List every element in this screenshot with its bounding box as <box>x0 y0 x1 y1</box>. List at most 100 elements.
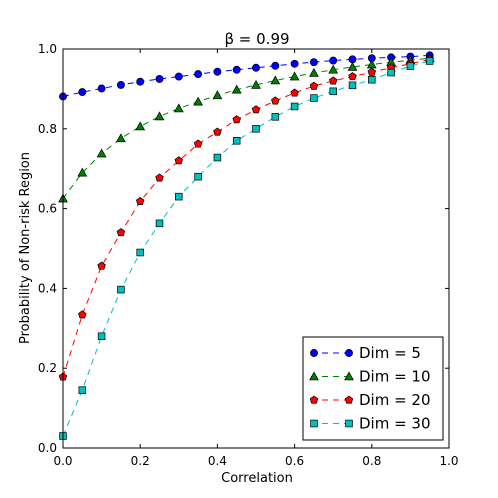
data-point-s3-6 <box>155 173 164 182</box>
data-point-s3-11 <box>251 105 261 114</box>
x-tick-label-3: 0.4 <box>208 454 227 468</box>
data-point-s2-16 <box>347 61 358 71</box>
data-point-s2-13 <box>289 71 300 81</box>
data-point-s2-14 <box>309 67 319 77</box>
data-point-s3-3 <box>97 261 106 270</box>
legend-label-2: Dim = 10 <box>359 368 431 386</box>
plot-area: 0.0 0.2 0.4 0.6 0.8 1.0 0.0 0.2 0.4 0.6 0.8 1.0 <box>38 42 459 468</box>
x-tick-label-4: 0.6 <box>285 454 304 468</box>
data-point-s3-12 <box>271 96 280 105</box>
data-point-s3-2 <box>78 310 87 319</box>
data-point-s4-11 <box>252 125 260 133</box>
data-point-s2-15 <box>328 64 339 74</box>
data-point-s4-10 <box>232 137 241 145</box>
y-tick-label-3: 0.4 <box>38 281 57 295</box>
data-point-s4-8 <box>194 172 202 181</box>
x-tick-label-2: 0.2 <box>131 454 150 468</box>
data-point-s2-17 <box>366 59 377 69</box>
data-point-s2-2 <box>77 167 88 177</box>
data-point-s4-6 <box>155 219 164 228</box>
legend-marker-end-3 <box>344 395 354 404</box>
data-point-s4-13 <box>290 102 299 111</box>
data-point-s1-5 <box>136 77 145 86</box>
series-line-1 <box>62 54 430 97</box>
data-point-s3-17 <box>367 67 377 76</box>
y-tick-label-1: 0.0 <box>38 441 57 455</box>
data-point-s1-4 <box>116 80 125 89</box>
legend-marker-start-2 <box>309 371 319 381</box>
y-tick-label-2: 0.2 <box>38 361 57 375</box>
data-point-s3-13 <box>290 88 299 97</box>
legend-label-3: Dim = 20 <box>359 391 431 409</box>
legend-marker-end-1 <box>345 349 353 357</box>
data-point-s3-7 <box>174 156 184 165</box>
data-point-s4-15 <box>329 87 337 96</box>
data-point-s3-4 <box>116 228 126 237</box>
data-point-s3-14 <box>309 81 319 90</box>
data-point-s1-2 <box>78 88 87 97</box>
legend-marker-end-2 <box>344 371 354 381</box>
legend-marker-start-3 <box>309 395 319 404</box>
data-point-s1-12 <box>271 61 280 70</box>
x-tick-label-1: 0.0 <box>53 454 72 468</box>
x-tick-label-6: 1.0 <box>439 454 458 468</box>
x-tick-label-5: 0.8 <box>362 454 381 468</box>
y-tick-label-5: 0.8 <box>38 122 57 136</box>
data-point-s1-6 <box>155 74 164 83</box>
data-point-s4-12 <box>271 113 280 121</box>
data-point-s4-4 <box>117 285 125 294</box>
data-point-s4-2 <box>78 386 87 394</box>
data-point-s1-14 <box>309 58 318 67</box>
plot-frame <box>62 48 450 449</box>
data-point-s4-20 <box>425 57 434 65</box>
data-point-s1-8 <box>194 70 203 79</box>
data-point-s2-4 <box>116 133 126 143</box>
data-point-s4-16 <box>348 81 357 90</box>
data-point-s2-8 <box>193 96 203 106</box>
data-point-s3-5 <box>135 196 145 205</box>
data-point-s1-16 <box>348 55 357 64</box>
data-point-s2-6 <box>154 111 165 121</box>
data-point-s4-9 <box>213 153 222 162</box>
legend: Dim = 5 Dim = 10 Dim = 20 Dim = 30 <box>302 336 444 441</box>
data-point-s1-13 <box>290 59 299 68</box>
data-point-s2-11 <box>251 79 261 89</box>
data-point-s2-5 <box>135 121 146 131</box>
series-line-3 <box>62 58 430 378</box>
legend-marker-start-4 <box>310 419 318 428</box>
data-point-s1-11 <box>252 63 260 72</box>
legend-marker-end-4 <box>345 419 353 428</box>
data-point-s4-7 <box>175 192 183 201</box>
data-point-s2-7 <box>173 103 184 113</box>
x-axis-label: Correlation <box>221 471 293 486</box>
data-point-s1-10 <box>232 65 241 74</box>
legend-box <box>302 336 444 441</box>
data-point-s2-10 <box>231 84 242 94</box>
series-line-2 <box>62 57 430 199</box>
y-axis-label: Probability of Non-risk Region <box>18 152 33 344</box>
data-point-s1-7 <box>174 72 183 81</box>
data-point-s4-3 <box>97 332 106 341</box>
data-point-s4-18 <box>387 68 395 77</box>
legend-label-1: Dim = 5 <box>359 344 421 362</box>
data-point-s3-8 <box>193 139 203 148</box>
data-point-s4-14 <box>310 94 318 102</box>
data-point-s4-5 <box>136 248 144 257</box>
data-point-s2-12 <box>270 75 281 85</box>
data-point-s4-19 <box>406 62 415 70</box>
data-point-s1-9 <box>213 67 222 76</box>
data-point-s3-10 <box>232 115 241 124</box>
data-point-s1-3 <box>97 84 106 93</box>
data-point-s4-17 <box>368 75 376 84</box>
legend-marker-start-1 <box>310 349 318 357</box>
data-point-s3-9 <box>213 127 222 136</box>
data-point-s2-9 <box>212 90 223 100</box>
data-point-s1-15 <box>329 56 338 65</box>
y-tick-label-4: 0.6 <box>38 202 57 216</box>
chart-title: β = 0.99 <box>224 30 289 48</box>
data-point-s2-3 <box>96 148 107 158</box>
data-point-s3-16 <box>348 72 357 81</box>
legend-label-4: Dim = 30 <box>359 415 431 433</box>
y-tick-label-6: 1.0 <box>38 42 57 56</box>
